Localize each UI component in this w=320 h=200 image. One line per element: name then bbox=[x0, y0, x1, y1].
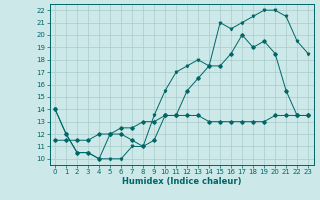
X-axis label: Humidex (Indice chaleur): Humidex (Indice chaleur) bbox=[122, 177, 241, 186]
